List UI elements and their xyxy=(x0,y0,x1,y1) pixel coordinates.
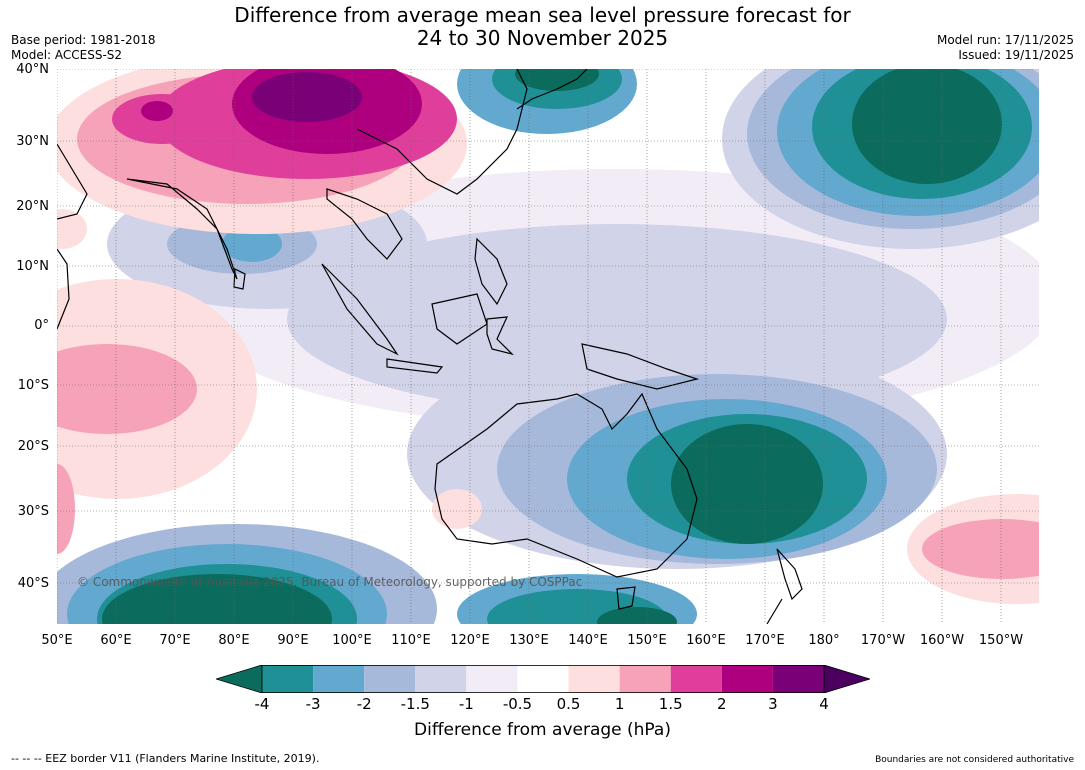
colorbar-tick-label: 4 xyxy=(804,695,844,713)
colorbar-label: Difference from average (hPa) xyxy=(0,720,1085,740)
colorbar-tick-label: -2 xyxy=(344,695,384,713)
colorbar-tick-label: 1 xyxy=(600,695,640,713)
colorbar-bin xyxy=(773,665,824,693)
model-run: Model run: 17/11/2025 xyxy=(937,33,1074,48)
eez-note: -- -- -- EEZ border V11 (Flanders Marine… xyxy=(11,752,319,765)
pressure-anomaly-map xyxy=(57,69,1039,624)
lon-label-150w: 150°W xyxy=(966,633,1036,648)
map-title: Difference from average mean sea level p… xyxy=(0,4,1085,50)
colorbar-extend-high xyxy=(824,665,870,693)
colorbar-bin xyxy=(620,665,671,693)
colorbar-bin xyxy=(722,665,773,693)
colorbar-tick-label: 0.5 xyxy=(549,695,589,713)
lat-label-40n: 40°N xyxy=(16,62,49,77)
colorbar-graphic xyxy=(216,665,870,693)
np-neg-4 xyxy=(852,69,1002,184)
colorbar-extend-low xyxy=(216,665,262,693)
colorbar-tick-label: 2 xyxy=(702,695,742,713)
lat-label-0: 0° xyxy=(34,318,49,333)
lat-label-30n: 30°N xyxy=(16,134,49,149)
colorbar-bin xyxy=(313,665,364,693)
aus-neg-4 xyxy=(671,424,823,544)
base-period: Base period: 1981-2018 xyxy=(11,33,156,48)
colorbar-tick-label: -4 xyxy=(242,695,282,713)
colorbar-bin xyxy=(364,665,415,693)
lat-label-20s: 20°S xyxy=(18,439,49,454)
colorbar-tick-label: -1.5 xyxy=(395,695,435,713)
issued-date: Issued: 19/11/2025 xyxy=(937,48,1074,63)
map-canvas xyxy=(57,69,1039,624)
colorbar-bin xyxy=(569,665,620,693)
asia-pos-3 xyxy=(252,72,362,122)
colorbar-bin xyxy=(517,665,568,693)
lat-label-10n: 10°N xyxy=(16,259,49,274)
colorbar-bin xyxy=(671,665,722,693)
tibet-pos-2 xyxy=(141,101,173,121)
run-info: Model run: 17/11/2025 Issued: 19/11/2025 xyxy=(937,33,1074,63)
lat-label-20n: 20°N xyxy=(16,199,49,214)
lat-label-30s: 30°S xyxy=(18,504,49,519)
title-line-2: 24 to 30 November 2025 xyxy=(0,27,1085,50)
colorbar-bin xyxy=(415,665,466,693)
model-name: Model: ACCESS-S2 xyxy=(11,48,156,63)
colorbar-tick-label: 3 xyxy=(753,695,793,713)
colorbar-tick-label: -3 xyxy=(293,695,333,713)
colorbar-tick-label: -0.5 xyxy=(497,695,537,713)
colorbar-tick-label: -1 xyxy=(446,695,486,713)
lat-label-10s: 10°S xyxy=(18,378,49,393)
colorbar-bin xyxy=(262,665,313,693)
lat-label-40s: 40°S xyxy=(18,576,49,591)
base-period-info: Base period: 1981-2018 Model: ACCESS-S2 xyxy=(11,33,156,63)
copyright-notice: © Commonwealth of Australia 2025, Bureau… xyxy=(77,575,582,589)
colorbar-bin xyxy=(466,665,517,693)
boundary-disclaimer: Boundaries are not considered authoritat… xyxy=(875,755,1074,765)
colorbar xyxy=(216,665,870,693)
title-line-1: Difference from average mean sea level p… xyxy=(0,4,1085,27)
colorbar-tick-label: 1.5 xyxy=(651,695,691,713)
